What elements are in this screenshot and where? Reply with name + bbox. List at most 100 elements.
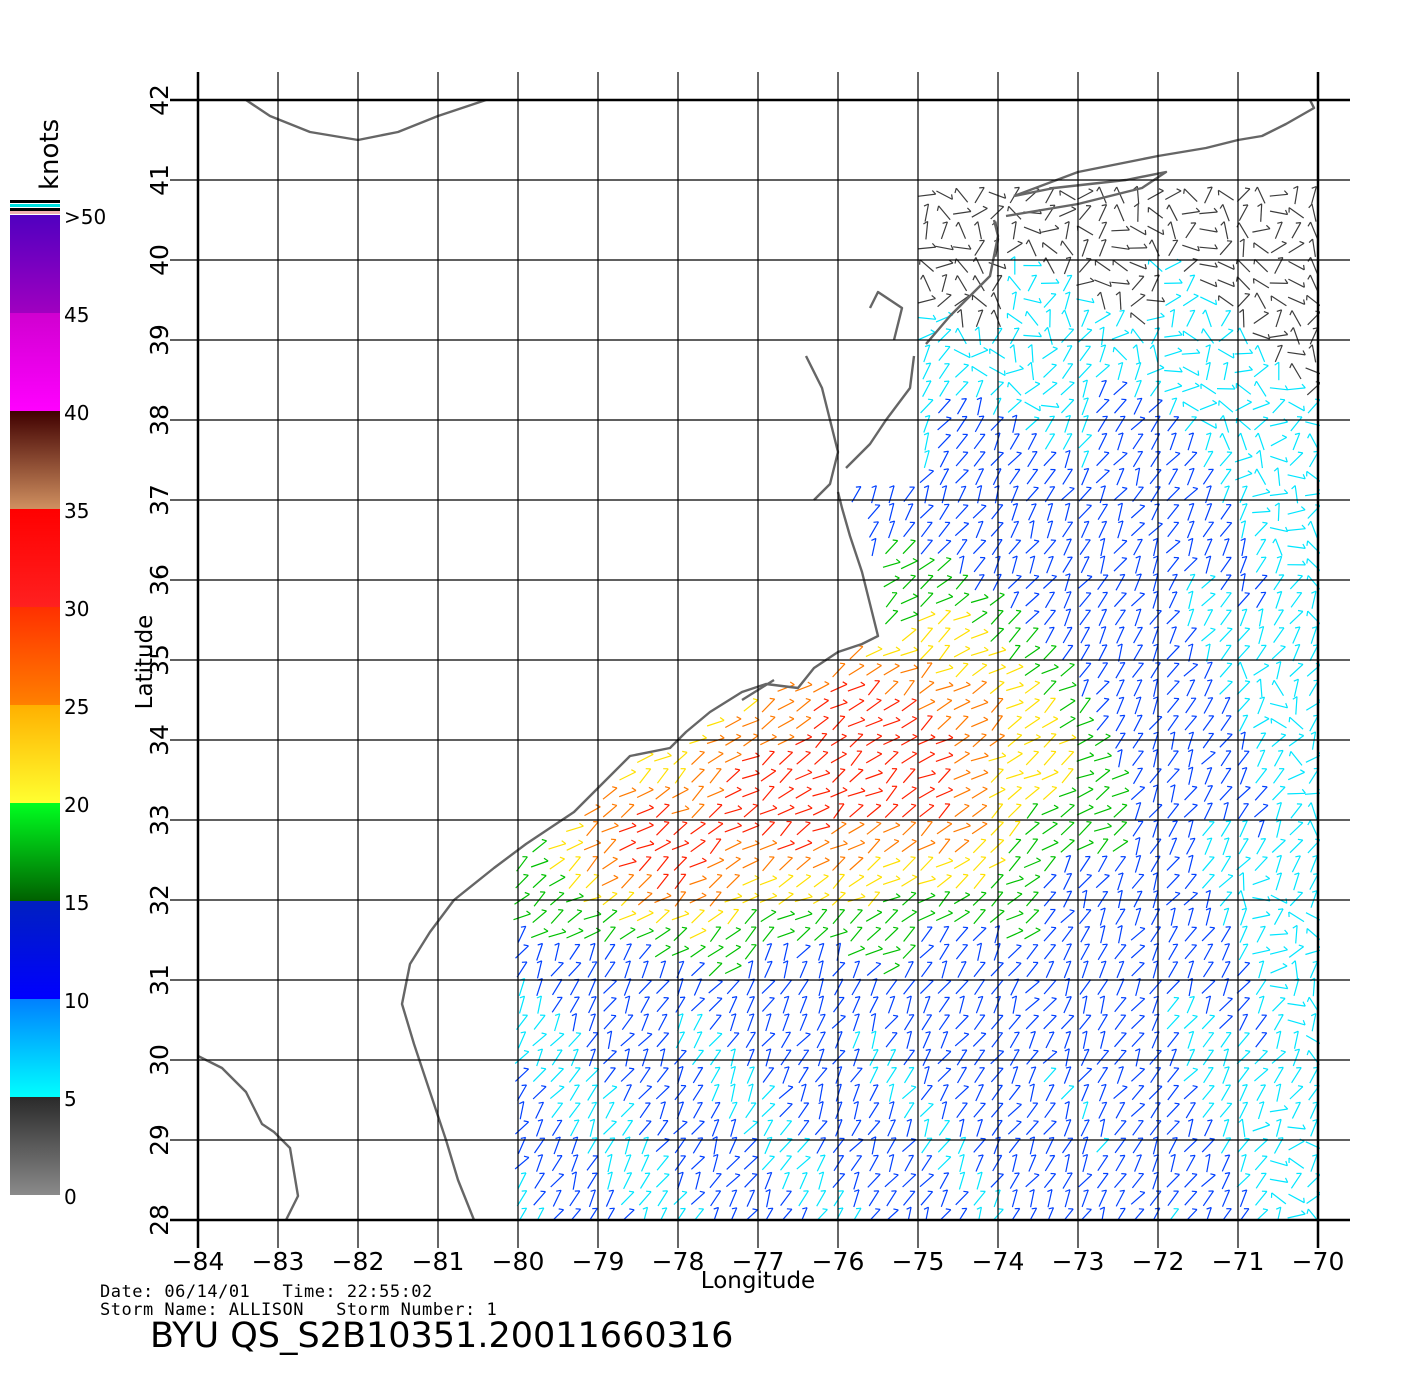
wind-vector	[638, 1086, 653, 1100]
wind-vector-barb	[1192, 486, 1198, 490]
wind-vector-barb	[853, 1101, 859, 1105]
wind-vector	[1164, 334, 1183, 338]
wind-vector-barb	[1242, 1101, 1248, 1104]
wind-vector	[1008, 839, 1022, 854]
wind-vector	[1201, 1138, 1216, 1153]
wind-vector-barb	[1293, 185, 1299, 190]
wind-vector-barb	[1209, 1014, 1215, 1017]
wind-vector	[1134, 855, 1142, 873]
wind-vector	[1222, 204, 1230, 222]
wind-vector-barb	[1306, 996, 1310, 1003]
wind-vector	[742, 877, 760, 886]
wind-vector	[1276, 819, 1282, 838]
wind-vector-barb	[699, 803, 705, 806]
wind-vector	[708, 962, 723, 977]
wind-vector-barb	[1144, 229, 1147, 235]
wind-vector-barb	[818, 1101, 824, 1105]
wind-vector	[960, 309, 964, 328]
wind-vector	[847, 896, 866, 903]
wind-vector	[673, 927, 688, 942]
wind-vector-barb	[1048, 1136, 1055, 1139]
wind-vector	[551, 979, 563, 996]
wind-vector-barb	[1224, 696, 1231, 699]
wind-vector	[888, 520, 896, 539]
wind-vector	[1186, 520, 1195, 539]
wind-vector-barb	[787, 856, 793, 859]
wind-vector-barb	[1048, 1207, 1054, 1210]
wind-vector	[1079, 697, 1091, 714]
wind-vector	[674, 768, 687, 784]
wind-vector-barb	[1101, 1101, 1107, 1104]
wind-vector-barb	[713, 1206, 719, 1210]
wind-vector-barb	[946, 698, 953, 702]
wind-vector-barb	[895, 646, 901, 651]
wind-vector	[607, 1171, 613, 1190]
wind-vector-barb	[981, 891, 987, 894]
wind-vector	[1305, 912, 1320, 921]
wind-vector-barb	[998, 768, 1004, 771]
wind-vector-barb	[1064, 1101, 1070, 1105]
wind-vector-barb	[1064, 221, 1070, 225]
wind-vector-barb	[990, 292, 995, 298]
wind-vector	[920, 575, 934, 590]
wind-vector	[1202, 1190, 1214, 1207]
wind-vector-barb	[1001, 752, 1007, 757]
wind-vector-barb	[699, 997, 705, 1000]
wind-vector-barb	[664, 803, 670, 806]
wind-vector	[884, 909, 899, 924]
wind-vector	[975, 309, 984, 328]
wind-vector	[1165, 190, 1182, 201]
wind-vector-barb	[1227, 733, 1233, 735]
wind-vector	[1291, 855, 1301, 873]
wind-vector-barb	[523, 944, 529, 947]
wind-vector	[1045, 1084, 1055, 1102]
wind-vector-barb	[1207, 538, 1213, 541]
wind-vector-barb	[1099, 537, 1105, 541]
wind-vector	[1114, 1137, 1127, 1154]
wind-vector-barb	[1014, 186, 1020, 189]
wind-vector	[710, 1049, 722, 1066]
wind-vector	[988, 666, 1006, 675]
wind-vector-barb	[1272, 538, 1277, 544]
wind-vector-barb	[643, 960, 649, 964]
wind-vector	[1183, 259, 1198, 272]
wind-vector-barb	[666, 892, 672, 897]
wind-vector	[937, 434, 952, 449]
wind-vector	[654, 895, 672, 904]
wind-vector-barb	[871, 1136, 877, 1140]
wind-vector	[1081, 468, 1090, 486]
wind-vector-barb	[911, 751, 918, 755]
wind-vector	[1219, 681, 1233, 695]
wind-vector	[1099, 907, 1106, 926]
wind-vector	[1011, 503, 1019, 521]
wind-vector	[935, 684, 954, 692]
wind-vector-barb	[941, 960, 948, 964]
wind-vector	[624, 995, 631, 1014]
wind-vector-barb	[1013, 485, 1019, 488]
wind-vector-barb	[1099, 326, 1105, 330]
wind-vector	[1220, 1032, 1232, 1048]
wind-vector	[954, 295, 970, 307]
wind-vector	[707, 859, 725, 869]
wind-vector-barb	[1188, 731, 1194, 735]
wind-vector-barb	[1195, 207, 1201, 212]
wind-vector	[1134, 608, 1142, 627]
wind-vector-barb	[1205, 907, 1211, 911]
wind-vector-barb	[964, 733, 970, 737]
wind-vector	[922, 362, 932, 380]
wind-vector-barb	[1215, 423, 1217, 429]
wind-vector-barb	[752, 1137, 758, 1140]
wind-vector	[865, 876, 883, 887]
wind-vector	[940, 1031, 949, 1049]
wind-vector-barb	[1013, 591, 1019, 594]
wind-vector	[1062, 345, 1073, 362]
wind-vector	[517, 926, 527, 943]
wind-vector	[1166, 1015, 1180, 1030]
wind-vector-barb	[1232, 281, 1235, 287]
wind-vector-barb	[1260, 538, 1266, 541]
wind-vector-barb	[1205, 995, 1211, 999]
wind-vector-barb	[559, 1032, 565, 1035]
wind-vector	[885, 785, 898, 802]
wind-vector-barb	[730, 1065, 736, 1069]
wind-vector-barb	[1259, 995, 1265, 999]
